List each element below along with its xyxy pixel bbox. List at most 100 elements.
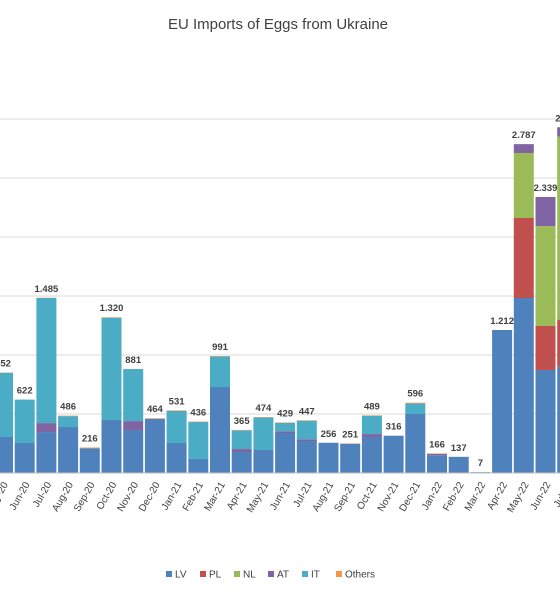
bar-segment [318, 442, 339, 473]
bar-segment [58, 416, 79, 427]
bar-segment [166, 410, 187, 444]
value-label: 436 [190, 408, 206, 419]
legend-label: AT [277, 570, 289, 581]
value-label: 2.930 [555, 113, 560, 124]
x-tick-label: Sep-21 [332, 480, 358, 514]
x-tick-label: Jun-21 [268, 480, 293, 512]
value-label: 596 [407, 389, 423, 400]
bar-segment [275, 431, 296, 433]
bar-segment [14, 443, 35, 473]
bar-segment [535, 325, 556, 370]
bar-segment [210, 386, 230, 473]
x-tick-label: May-21 [245, 480, 271, 515]
legend-label: Others [345, 570, 375, 581]
value-label: 2.787 [512, 130, 536, 141]
bar-segment [448, 456, 469, 473]
bar-segment [231, 449, 252, 452]
bar-segment [123, 369, 144, 422]
x-tick-label: Jul-20 [31, 480, 54, 509]
value-label: 216 [82, 434, 98, 445]
x-tick-label: May-22 [505, 480, 531, 515]
value-label: 881 [125, 355, 142, 366]
value-label: 251 [342, 429, 359, 440]
bar-segment [296, 420, 317, 440]
bar-segment [340, 443, 361, 473]
bar-segment [361, 437, 382, 473]
value-label: 486 [60, 402, 76, 413]
legend-label: NL [243, 570, 256, 581]
bar-segment [101, 420, 122, 473]
bar-segment [58, 426, 79, 473]
bar-segment [79, 447, 100, 449]
value-label: 316 [386, 422, 402, 433]
bar-segment [231, 451, 252, 473]
value-label: 1.320 [100, 303, 124, 314]
bar-segment [427, 455, 447, 473]
x-tick-label: Jul-22 [552, 480, 560, 509]
bar-segment [101, 317, 122, 421]
bar-segment [535, 196, 556, 227]
value-label: 429 [277, 408, 293, 419]
bar-segment [14, 399, 35, 444]
bar-segment [513, 152, 534, 219]
bar-segment [123, 421, 144, 431]
bar-segment [513, 218, 534, 299]
bar-segment [36, 423, 57, 433]
bar-segment [166, 443, 187, 473]
bar-segment [0, 372, 13, 438]
bar-segment [535, 369, 556, 473]
bar-segment [253, 449, 274, 473]
value-label: 7 [478, 458, 483, 469]
bar-segment [188, 458, 209, 473]
bar-segment [0, 437, 13, 473]
bar-segment [36, 298, 57, 424]
bar-segment [361, 415, 382, 435]
bar-segment [557, 366, 560, 473]
bar-segment [296, 439, 317, 442]
value-label: 1.485 [35, 284, 59, 295]
value-label: 447 [299, 406, 315, 417]
x-tick-label: Jun-20 [8, 480, 33, 512]
legend-label: IT [311, 570, 320, 581]
x-tick-label: Mar-21 [203, 480, 229, 513]
value-label: 256 [321, 429, 337, 440]
bar-segment [405, 414, 426, 473]
legend-swatch [166, 571, 172, 577]
bar-segment [166, 410, 187, 411]
bar-segment [231, 430, 252, 450]
x-tick-label: Jul-21 [292, 480, 315, 509]
bar-segment [296, 441, 317, 473]
x-tick-label: Jun-22 [529, 480, 554, 512]
value-label: 489 [364, 401, 380, 412]
value-label: 531 [169, 396, 186, 407]
bar-segment [79, 448, 100, 473]
legend-swatch [200, 571, 206, 577]
bar-segment [188, 422, 209, 459]
bar-segment [210, 356, 230, 387]
bar-segment [513, 144, 534, 153]
x-tick-label: Mar-22 [463, 480, 489, 513]
value-label: 166 [429, 439, 445, 450]
bar-segment [535, 226, 556, 326]
legend-label: PL [209, 570, 222, 581]
bar-segment [144, 418, 165, 473]
value-label: 1.212 [490, 316, 514, 327]
bar-segment [361, 434, 382, 438]
bar-segment [557, 136, 560, 320]
legend-swatch [302, 571, 308, 577]
legend-swatch [336, 571, 342, 577]
legend-label: LV [175, 570, 187, 581]
x-tick-label: Dec-20 [137, 480, 163, 514]
x-tick-label: Sep-20 [72, 480, 98, 514]
bar-segment [557, 319, 560, 367]
bar-segment [513, 298, 534, 473]
value-label: 365 [234, 416, 251, 427]
value-label: 464 [147, 404, 164, 415]
x-tick-label: May-20 [0, 480, 11, 515]
chart-title: EU Imports of Eggs from Ukraine [168, 16, 388, 33]
bar-segment [427, 453, 447, 456]
legend-swatch [234, 571, 240, 577]
x-tick-label: Dec-21 [398, 480, 424, 514]
